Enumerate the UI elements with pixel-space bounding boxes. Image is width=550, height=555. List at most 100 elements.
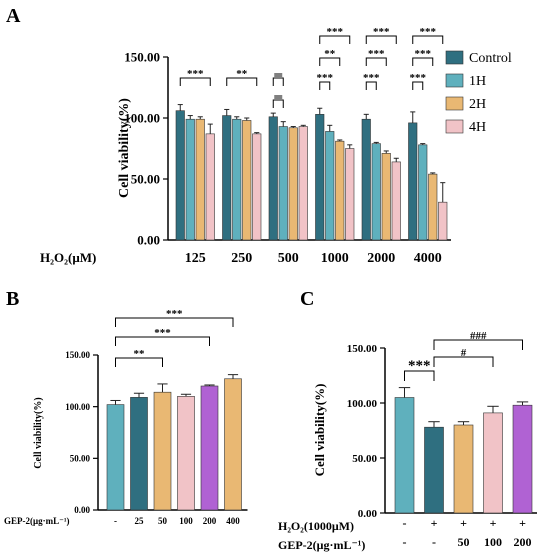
- panel-a-bar: [391, 161, 401, 241]
- panel-c-row1-label: +: [490, 516, 497, 530]
- panel-c-row2-name: GEP-2(μg·mL⁻¹): [278, 538, 365, 552]
- panel-a-bar: [195, 118, 205, 241]
- panel-a-chart: 0.00 50.00 100.00 150.00 Cell viability(%) 12…: [40, 26, 512, 266]
- panel-b-sig-label: ***: [166, 308, 183, 320]
- panel-a-bar: [242, 120, 252, 241]
- panel-a-bar: [381, 153, 391, 241]
- panel-c-sig-bracket: [433, 339, 523, 350]
- panel-label-b: B: [6, 288, 19, 310]
- panel-c-sig-bracket: [404, 370, 435, 381]
- panel-c-row1-label: -: [403, 516, 407, 530]
- panel-a-bar: [335, 140, 345, 241]
- panel-c-bar: [512, 404, 533, 514]
- panel-a-legend-label: 2H: [469, 97, 486, 112]
- panel-a-bar: [408, 122, 418, 241]
- panel-b-y-tick-label: 100.00: [65, 402, 90, 412]
- panel-a-x-tick-label: 4000: [414, 251, 442, 266]
- panel-a-sig-label: **: [324, 48, 336, 60]
- panel-a-sig-label: ***: [317, 72, 334, 84]
- panel-b-bar: [106, 404, 125, 511]
- panel-c-sig-label: ***: [408, 358, 431, 374]
- panel-b-x-label: GEP-2(μg·mL⁻¹): [4, 516, 70, 526]
- panel-label-a: A: [6, 5, 21, 27]
- panel-c-y-tick-label: 50.00: [352, 453, 377, 465]
- panel-a-bar: [175, 110, 185, 241]
- panel-c-row1-label: +: [519, 516, 526, 530]
- panel-b-sig-label: **: [134, 348, 146, 360]
- panel-a-x-tick-label: 125: [185, 251, 206, 266]
- panel-c-bar: [424, 426, 444, 514]
- panel-a-bar: [325, 131, 335, 241]
- panel-a-sig-bracket: [365, 57, 387, 66]
- panel-b-sig-label: ***: [154, 327, 171, 339]
- panel-a-bar: [361, 118, 371, 241]
- panel-c-row2-label: 200: [514, 535, 532, 549]
- panel-a-sig-bracket: [412, 57, 434, 66]
- panel-b-sig-bracket: [115, 357, 163, 367]
- panel-a-sig-label: ***: [373, 26, 390, 38]
- panel-b-bar: [177, 396, 195, 511]
- panel-c-sig-label: ###: [470, 330, 487, 342]
- panel-b-y-tick-label: 150.00: [65, 350, 90, 360]
- panel-a-bar: [345, 148, 355, 241]
- panel-a-bar: [315, 114, 325, 241]
- panel-b-bar: [153, 391, 172, 511]
- panel-a-bar: [252, 133, 262, 241]
- panel-c-row1-label: +: [431, 516, 438, 530]
- panel-b-x-tick-label: -: [114, 516, 117, 526]
- panel-a-sig-bracket: [319, 57, 341, 66]
- panel-a-legend-label: Control: [469, 51, 512, 66]
- panel-a-sig-label: ***: [363, 72, 380, 84]
- panel-b-y-tick-label: 50.00: [70, 453, 91, 463]
- panel-a-sig-bracket: [319, 35, 351, 44]
- panel-a-bar: [268, 116, 278, 241]
- panel-a-sig-bracket: [319, 81, 331, 90]
- panel-a-bar: [232, 118, 242, 241]
- panel-a-bar: [185, 118, 195, 241]
- panel-a-legend-swatch: [445, 50, 464, 65]
- panel-a-sig-bracket: [412, 35, 444, 44]
- panel-label-c: C: [300, 288, 314, 310]
- panel-a-x-tick-label: 1000: [321, 251, 349, 266]
- panel-a-sig-label: ***: [187, 68, 204, 80]
- panel-a-sig-bracket: [226, 77, 258, 86]
- panel-c-row2-label: 100: [484, 535, 502, 549]
- panel-a-bar: [298, 126, 308, 241]
- panel-b-bar: [224, 378, 242, 511]
- panel-a-sig-bracket: [272, 77, 284, 86]
- panel-a-sig-bracket: [412, 81, 424, 90]
- panel-a-sig-label: ***: [327, 26, 344, 38]
- panel-a-bar: [288, 127, 298, 241]
- panel-a-sig-label: ***: [415, 48, 432, 60]
- panel-c-y-label: Cell viability(%): [312, 384, 327, 477]
- panel-c-row2-label: -: [432, 535, 436, 549]
- panel-c-row2-label: -: [403, 535, 407, 549]
- panel-b-x-tick-label: 50: [158, 516, 168, 526]
- panel-a-y-tick-label: 50.00: [131, 172, 160, 187]
- panel-a-sig-label: ***: [420, 26, 437, 38]
- panel-a-sig-label: **: [236, 68, 248, 80]
- panel-c-y-tick-label: 0.00: [358, 508, 378, 520]
- panel-b-x-tick-label: 400: [226, 516, 240, 526]
- panel-a-sig-bracket: [179, 77, 211, 86]
- panel-b-bar: [130, 397, 148, 511]
- panel-a-legend-swatch: [445, 96, 464, 111]
- panel-a-legend-label: 1H: [469, 74, 486, 89]
- panel-b-sig-bracket: [115, 317, 234, 327]
- panel-b-sig-bracket: [115, 336, 210, 346]
- panel-a-sig-bracket: [365, 35, 397, 44]
- panel-b-x-tick-label: 100: [179, 516, 193, 526]
- panel-a-bar: [371, 143, 381, 241]
- panel-c-y-tick-label: 100.00: [347, 398, 378, 410]
- panel-c-row2-label: 50: [458, 535, 470, 549]
- panel-a-x-tick-label: 2000: [367, 251, 395, 266]
- panel-c-sig-label: #: [461, 347, 467, 359]
- panel-a-y-tick-label: 100.00: [124, 111, 160, 126]
- panel-b-x-tick-label: 25: [135, 516, 145, 526]
- panel-c-bar: [483, 412, 503, 514]
- panel-a-bar: [418, 144, 428, 241]
- panel-a-y-tick-label: 150.00: [124, 50, 160, 65]
- panel-a-x-label: H₂O₂(μM): [40, 250, 96, 265]
- panel-a-sig-bracket: [272, 99, 284, 108]
